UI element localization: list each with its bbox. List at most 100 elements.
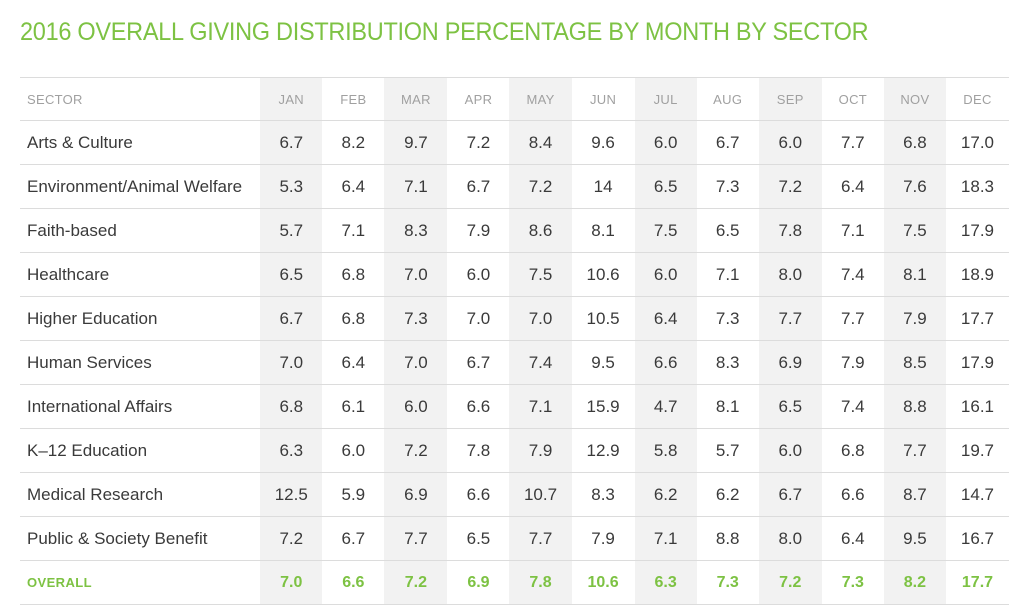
value-cell: 6.8: [883, 120, 946, 165]
table-row: Healthcare 6.5 6.8 7.0 6.0 7.5 10.6 6.0 7.1 8.0 7.…: [20, 252, 1009, 297]
value-cell: 15.9: [586, 396, 620, 416]
overall-row: OVERALL 7.0 6.6 7.2 6.9 7.8 10.6 6.3 7.3 7.2 7.3 8.…: [20, 560, 1009, 605]
value-cell: 8.3: [591, 484, 615, 504]
value-cell: 6.7: [260, 120, 323, 165]
value-cell: 7.7: [841, 308, 865, 328]
value-cell: 7.2: [509, 164, 572, 209]
sector-label: Arts & Culture: [27, 132, 133, 152]
value-cell: 10.6: [586, 264, 620, 284]
value-cell: 16.7: [960, 528, 994, 548]
value-cell: 7.0: [260, 560, 323, 605]
sector-label: Human Services: [27, 352, 152, 372]
table-row: Environment/Animal Welfare 5.3 6.4 7.1 6.7 7.…: [20, 164, 1009, 209]
value-cell: 18.9: [960, 264, 994, 284]
value-cell: 6.9: [467, 573, 490, 591]
value-cell: 5.3: [260, 164, 323, 209]
value-cell: 10.7: [509, 472, 572, 517]
value-cell: 7.1: [715, 264, 740, 284]
value-cell: 16.1: [960, 396, 994, 416]
value-cell: 6.7: [466, 352, 491, 372]
value-cell: 7.7: [758, 296, 822, 341]
table-row: Medical Research 12.5 5.9 6.9 6.6 10.7 8.3 6.2 6…: [20, 472, 1009, 517]
giving-table: SECTOR JAN FEB MAR APR MAY JUN JUL AUG SEP OCT NOV…: [20, 77, 1009, 605]
sector-label: OVERALL: [27, 575, 92, 590]
value-cell: 6.0: [634, 120, 697, 165]
value-cell: 9.5: [883, 516, 946, 561]
value-cell: 7.3: [841, 573, 864, 591]
column-header-nov: NOV: [883, 77, 946, 121]
value-cell: 7.9: [841, 352, 865, 372]
value-cell: 8.7: [883, 472, 946, 517]
value-cell: 12.5: [260, 472, 323, 517]
value-cell: 6.8: [341, 264, 366, 284]
value-cell: 8.1: [883, 252, 946, 297]
value-cell: 8.8: [715, 528, 740, 548]
value-cell: 7.8: [758, 208, 822, 253]
value-cell: 6.5: [758, 384, 822, 429]
value-cell: 7.9: [883, 296, 946, 341]
table-row: Higher Education 6.7 6.8 7.3 7.0 7.0 10.5 6.4 7.…: [20, 296, 1009, 341]
value-cell: 6.0: [634, 252, 697, 297]
column-header-jul: JUL: [634, 77, 697, 121]
value-cell: 6.4: [841, 176, 865, 196]
value-cell: 8.2: [341, 132, 366, 152]
value-cell: 5.8: [634, 428, 697, 473]
value-cell: 18.3: [960, 176, 994, 196]
sector-label: Higher Education: [27, 308, 158, 328]
value-cell: 6.1: [341, 396, 366, 416]
value-cell: 5.9: [341, 484, 366, 504]
value-cell: 6.6: [342, 573, 365, 591]
value-cell: 7.1: [634, 516, 697, 561]
value-cell: 6.8: [841, 440, 865, 460]
value-cell: 8.0: [758, 252, 822, 297]
header-row: SECTOR JAN FEB MAR APR MAY JUN JUL AUG SEP OCT NOV…: [20, 77, 1009, 121]
value-cell: 6.4: [341, 352, 366, 372]
value-cell: 7.4: [509, 340, 572, 385]
value-cell: 6.8: [341, 308, 366, 328]
value-cell: 5.7: [260, 208, 323, 253]
value-cell: 8.3: [715, 352, 740, 372]
value-cell: 17.9: [960, 220, 994, 240]
value-cell: 7.7: [509, 516, 572, 561]
value-cell: 6.7: [466, 176, 491, 196]
value-cell: 6.3: [634, 560, 697, 605]
value-cell: 6.4: [841, 528, 865, 548]
sector-label: Faith-based: [27, 220, 117, 240]
value-cell: 7.2: [758, 164, 822, 209]
value-cell: 7.2: [758, 560, 822, 605]
value-cell: 7.1: [341, 220, 366, 240]
value-cell: 14: [593, 176, 613, 196]
value-cell: 8.8: [883, 384, 946, 429]
column-header-feb: FEB: [340, 91, 367, 107]
value-cell: 6.5: [715, 220, 740, 240]
value-cell: 4.7: [634, 384, 697, 429]
value-cell: 7.1: [384, 164, 448, 209]
value-cell: 5.7: [715, 440, 740, 460]
value-cell: 7.0: [260, 340, 323, 385]
table-row: International Affairs 6.8 6.1 6.0 6.6 7.1 15.9…: [20, 384, 1009, 429]
value-cell: 9.7: [384, 120, 448, 165]
value-cell: 7.0: [384, 340, 448, 385]
column-header-mar: MAR: [384, 77, 448, 121]
table-row: Human Services 7.0 6.4 7.0 6.7 7.4 9.5 6.6 8.3 6.…: [20, 340, 1009, 385]
value-cell: 7.3: [716, 573, 739, 591]
column-header-may: MAY: [509, 77, 572, 121]
value-cell: 6.6: [466, 484, 491, 504]
value-cell: 9.5: [591, 352, 615, 372]
value-cell: 6.4: [634, 296, 697, 341]
value-cell: 12.9: [586, 440, 620, 460]
value-cell: 7.7: [841, 132, 865, 152]
value-cell: 19.7: [960, 440, 994, 460]
value-cell: 7.6: [883, 164, 946, 209]
value-cell: 6.6: [634, 340, 697, 385]
value-cell: 7.5: [634, 208, 697, 253]
value-cell: 6.2: [634, 472, 697, 517]
value-cell: 8.1: [591, 220, 615, 240]
value-cell: 6.8: [260, 384, 323, 429]
value-cell: 7.3: [384, 296, 448, 341]
value-cell: 7.1: [509, 384, 572, 429]
column-header-jan: JAN: [260, 77, 323, 121]
value-cell: 7.8: [466, 440, 491, 460]
value-cell: 9.6: [591, 132, 615, 152]
value-cell: 6.3: [260, 428, 323, 473]
